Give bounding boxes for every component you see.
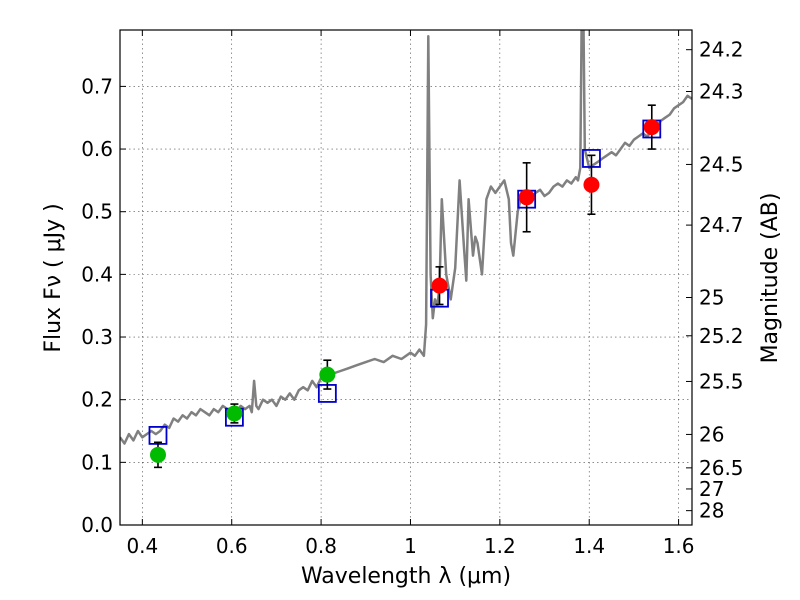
photometry-point (431, 277, 448, 294)
marker-layer (148, 104, 662, 469)
y-tick-label: 0.5 (81, 200, 113, 224)
right-tick-label: 24.7 (699, 213, 744, 237)
y-tick-label: 0.0 (81, 513, 113, 537)
y-tick-label: 0.3 (81, 325, 113, 349)
photometry-point (226, 405, 243, 422)
grid (120, 30, 692, 526)
right-tick-label: 26 (699, 422, 724, 446)
y-tick-label: 0.6 (81, 137, 113, 161)
photometry-point (643, 119, 660, 136)
right-tick-label: 25.2 (699, 324, 744, 348)
right-tick-label: 25.5 (699, 369, 744, 393)
plot-frame (119, 29, 693, 526)
photometry-point (319, 366, 336, 383)
y-tick-label: 0.2 (81, 388, 113, 412)
right-tick-label: 24.3 (699, 80, 744, 104)
y-axis-label: Flux Fν ( μJy ) (41, 203, 66, 352)
y-axis-right-label: Magnitude (AB) (758, 193, 783, 364)
model-square-marker (148, 425, 168, 445)
y-tick-label: 0.4 (81, 262, 113, 286)
right-tick-label: 27 (699, 477, 724, 501)
right-tick-label: 28 (699, 499, 724, 523)
right-tick-label: 26.5 (699, 456, 744, 480)
x-tick-label: 1.6 (663, 534, 695, 558)
x-tick-label: 1.2 (484, 534, 516, 558)
right-tick-label: 24.2 (699, 38, 744, 62)
x-tick-label: 0.8 (305, 534, 337, 558)
right-tick-label: 24.5 (699, 152, 744, 176)
photometry-point (149, 446, 166, 463)
spectrum-layer (120, 30, 692, 445)
right-tick-label: 25 (699, 286, 724, 310)
x-tick-label: 1 (404, 534, 417, 558)
y-tick-label: 0.7 (81, 74, 113, 98)
axes-ticks: 0.4 0.6 0.8 1 1.2 1.4 1.6 0.0 0.1 0.2 0.3 0.4 0.5 0.6… (81, 30, 744, 558)
photometry-point (583, 176, 600, 193)
x-tick-label: 1.4 (573, 534, 605, 558)
x-tick-label: 0.4 (126, 534, 158, 558)
spectrum-line (120, 30, 692, 445)
x-axis-label: Wavelength λ (μm) (301, 564, 511, 589)
photometry-point (518, 189, 535, 206)
y-tick-label: 0.1 (81, 450, 113, 474)
x-tick-label: 0.6 (216, 534, 248, 558)
